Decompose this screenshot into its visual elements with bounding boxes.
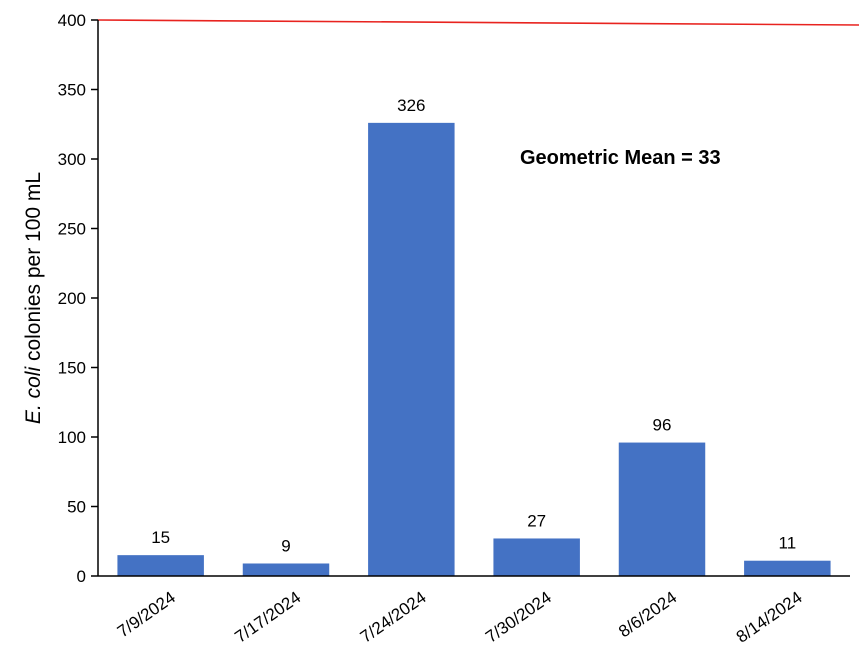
y-tick-label: 200 xyxy=(58,289,86,308)
y-tick-label: 100 xyxy=(58,428,86,447)
y-tick-label: 300 xyxy=(58,150,86,169)
data-label: 96 xyxy=(653,416,672,435)
bar-7-9-2024 xyxy=(117,555,204,576)
x-tick-label: 7/24/2024 xyxy=(357,588,430,647)
x-axis-ticks: 7/9/2024 7/17/2024 7/24/2024 7/30/2024 8/6/2… xyxy=(114,588,806,647)
data-label: 27 xyxy=(527,511,546,530)
x-tick-label: 8/14/2024 xyxy=(733,588,806,647)
geometric-mean-annotation: Geometric Mean = 33 xyxy=(520,147,721,169)
bar-7-30-2024 xyxy=(493,538,580,576)
data-label: 15 xyxy=(151,528,170,547)
reference-line xyxy=(97,19,859,26)
x-tick-label: 8/6/2024 xyxy=(615,588,680,642)
y-axis-label-rest: colonies per 100 mL xyxy=(22,172,45,367)
y-tick-label: 250 xyxy=(58,220,86,239)
data-label: 326 xyxy=(397,96,425,115)
bar-7-24-2024 xyxy=(368,122,455,577)
y-tick-label: 350 xyxy=(58,81,86,100)
x-tick-label: 7/9/2024 xyxy=(114,588,179,642)
y-axis-label-italic: E. coli xyxy=(22,366,45,425)
bar-8-6-2024 xyxy=(618,442,706,576)
data-labels: 15 9 326 27 96 11 xyxy=(151,96,796,556)
y-tick-label: 0 xyxy=(77,567,86,586)
bar-7-17-2024 xyxy=(242,563,330,576)
x-tick-label: 7/30/2024 xyxy=(482,588,555,647)
data-label: 11 xyxy=(779,534,797,553)
bars xyxy=(117,122,831,577)
data-label: 9 xyxy=(281,536,290,555)
y-tick-label: 400 xyxy=(58,11,86,30)
y-axis-ticks: 0 50 100 150 200 250 300 350 400 xyxy=(58,11,98,586)
bar-8-14-2024 xyxy=(744,560,831,576)
y-axis-label: E. coli colonies per 100 mL xyxy=(22,172,45,424)
y-tick-label: 150 xyxy=(58,359,86,378)
x-tick-label: 7/17/2024 xyxy=(231,588,304,647)
y-tick-label: 50 xyxy=(67,498,86,517)
